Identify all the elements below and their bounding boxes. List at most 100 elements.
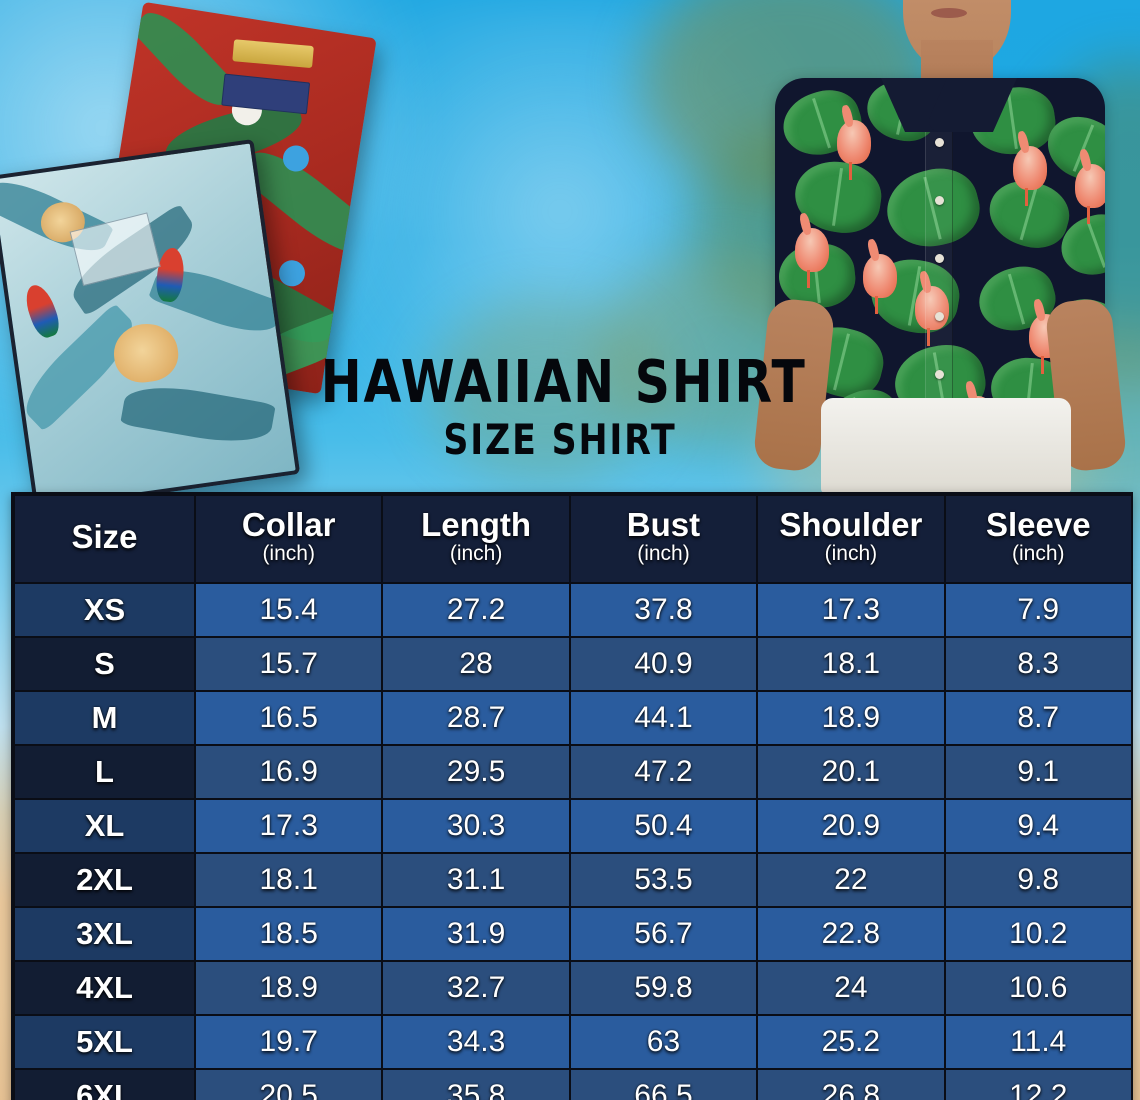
- table-row: 5XL 19.7 34.3 63 25.2 11.4: [13, 1014, 1133, 1070]
- cell-length: 28: [381, 636, 571, 692]
- shirt-button: [935, 312, 944, 321]
- cell-bust: 37.8: [568, 582, 759, 638]
- cell-bust: 53.5: [568, 852, 759, 908]
- table-row: M 16.5 28.7 44.1 18.9 8.7: [13, 690, 1133, 746]
- shirt-button: [935, 254, 944, 263]
- model-white-shorts: [821, 398, 1071, 492]
- table-row: 2XL 18.1 31.1 53.5 22 9.8: [13, 852, 1133, 908]
- cell-collar: 19.7: [193, 1014, 384, 1070]
- cell-bust: 66.5: [568, 1068, 759, 1100]
- model-lips: [931, 8, 967, 18]
- table-header: Size Collar (inch) Length (inch) Bust (i…: [13, 494, 1133, 584]
- cell-shoulder: 25.2: [756, 1014, 946, 1070]
- cell-shoulder: 20.1: [756, 744, 946, 800]
- column-header-shoulder-label: Shoulder: [779, 506, 923, 544]
- page-subtitle: SIZE SHIRT: [443, 415, 677, 464]
- cell-sleeve: 8.3: [943, 636, 1133, 692]
- table-row: 4XL 18.9 32.7 59.8 24 10.6: [13, 960, 1133, 1016]
- column-header-collar-label: Collar: [241, 506, 336, 544]
- cell-length: 35.8: [381, 1068, 571, 1100]
- cell-collar: 15.7: [193, 636, 384, 692]
- parrot-motif: [20, 281, 64, 341]
- row-size: 3XL: [13, 906, 196, 962]
- cell-shoulder: 22.8: [756, 906, 946, 962]
- cell-collar: 16.9: [193, 744, 384, 800]
- cell-shoulder: 24: [756, 960, 946, 1016]
- row-size: M: [13, 690, 196, 746]
- cell-bust: 44.1: [568, 690, 759, 746]
- cell-collar: 17.3: [193, 798, 384, 854]
- cell-bust: 40.9: [568, 636, 759, 692]
- column-header-length-unit: (inch): [449, 541, 503, 565]
- cell-bust: 47.2: [568, 744, 759, 800]
- table-row: XS 15.4 27.2 37.8 17.3 7.9: [13, 582, 1133, 638]
- column-header-shoulder: Shoulder (inch): [756, 494, 946, 584]
- table-row: 6XL 20.5 35.8 66.5 26.8 12.2: [13, 1068, 1133, 1100]
- cell-length: 31.9: [381, 906, 571, 962]
- column-header-sleeve-unit: (inch): [1012, 541, 1065, 565]
- page-title: HAWAIIAN SHIRT: [320, 347, 807, 416]
- cell-sleeve: 12.2: [943, 1068, 1133, 1100]
- table-row: 3XL 18.5 31.9 56.7 22.8 10.2: [13, 906, 1133, 962]
- column-header-size: Size: [13, 494, 196, 584]
- table-row: L 16.9 29.5 47.2 20.1 9.1: [13, 744, 1133, 800]
- cell-shoulder: 26.8: [756, 1068, 946, 1100]
- cell-sleeve: 8.7: [943, 690, 1133, 746]
- model-hawaiian-shirt: [775, 78, 1105, 430]
- column-header-bust: Bust (inch): [568, 494, 759, 584]
- cell-sleeve: 10.2: [943, 906, 1133, 962]
- table-body: XS 15.4 27.2 37.8 17.3 7.9 S 15.7 28 40.…: [13, 582, 1133, 1100]
- column-header-shoulder-unit: (inch): [824, 541, 878, 565]
- size-chart-table: Size Collar (inch) Length (inch) Bust (i…: [13, 494, 1133, 1100]
- flamingo-motif: [1075, 164, 1105, 224]
- cell-sleeve: 9.4: [943, 798, 1133, 854]
- flamingo-motif: [1013, 146, 1047, 206]
- cell-shoulder: 18.1: [756, 636, 946, 692]
- blurred-palm-frond: [430, 300, 660, 480]
- size-chart-container: Size Collar (inch) Length (inch) Bust (i…: [11, 492, 1133, 1100]
- cell-collar: 18.5: [193, 906, 384, 962]
- cell-collar: 20.5: [193, 1068, 384, 1100]
- row-size: L: [13, 744, 196, 800]
- flamingo-motif: [915, 286, 949, 346]
- cell-bust: 63: [568, 1014, 759, 1070]
- cell-length: 28.7: [381, 690, 571, 746]
- title-block: HAWAIIAN SHIRT SIZE SHIRT: [300, 352, 820, 461]
- row-size: 2XL: [13, 852, 196, 908]
- folded-teal-hawaiian-shirt: [0, 138, 301, 512]
- column-header-sleeve: Sleeve (inch): [943, 494, 1133, 584]
- cell-bust: 59.8: [568, 960, 759, 1016]
- cell-length: 34.3: [381, 1014, 571, 1070]
- shirt-brand-label: [232, 39, 314, 69]
- cell-length: 27.2: [381, 582, 571, 638]
- cell-length: 32.7: [381, 960, 571, 1016]
- model-photo: [735, 0, 1140, 492]
- cell-length: 31.1: [381, 852, 571, 908]
- cell-sleeve: 7.9: [943, 582, 1133, 638]
- cell-sleeve: 9.8: [943, 852, 1133, 908]
- row-size: 4XL: [13, 960, 196, 1016]
- cell-shoulder: 18.9: [756, 690, 946, 746]
- column-header-size-label: Size: [71, 517, 138, 555]
- cell-collar: 15.4: [193, 582, 384, 638]
- column-header-length-label: Length: [421, 506, 532, 544]
- flamingo-motif: [837, 120, 871, 180]
- cell-collar: 18.9: [193, 960, 384, 1016]
- shirt-button: [935, 370, 944, 379]
- column-header-collar: Collar (inch): [193, 494, 384, 584]
- cell-shoulder: 17.3: [756, 582, 946, 638]
- flamingo-motif: [863, 254, 897, 314]
- cell-collar: 16.5: [193, 690, 384, 746]
- cell-sleeve: 9.1: [943, 744, 1133, 800]
- header-row: Size Collar (inch) Length (inch) Bust (i…: [13, 494, 1133, 584]
- cell-collar: 18.1: [193, 852, 384, 908]
- cell-shoulder: 22: [756, 852, 946, 908]
- cell-sleeve: 10.6: [943, 960, 1133, 1016]
- table-row: S 15.7 28 40.9 18.1 8.3: [13, 636, 1133, 692]
- row-size: S: [13, 636, 196, 692]
- cell-length: 29.5: [381, 744, 571, 800]
- flamingo-motif: [795, 228, 829, 288]
- shirt-button: [935, 196, 944, 205]
- shirt-button: [935, 138, 944, 147]
